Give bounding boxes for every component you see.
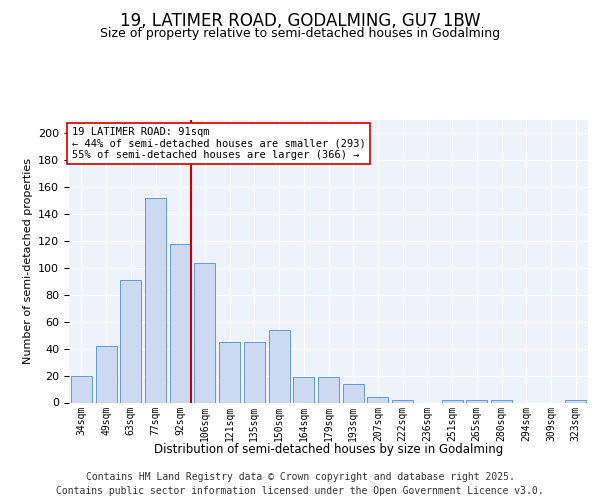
Text: Distribution of semi-detached houses by size in Godalming: Distribution of semi-detached houses by … <box>154 442 503 456</box>
Bar <box>392 400 413 402</box>
Text: 19 LATIMER ROAD: 91sqm
← 44% of semi-detached houses are smaller (293)
55% of se: 19 LATIMER ROAD: 91sqm ← 44% of semi-det… <box>71 127 365 160</box>
Text: Contains HM Land Registry data © Crown copyright and database right 2025.
Contai: Contains HM Land Registry data © Crown c… <box>56 472 544 496</box>
Bar <box>219 342 240 402</box>
Bar <box>442 400 463 402</box>
Bar <box>269 330 290 402</box>
Bar <box>343 384 364 402</box>
Y-axis label: Number of semi-detached properties: Number of semi-detached properties <box>23 158 32 364</box>
Bar <box>120 280 141 402</box>
Bar <box>466 400 487 402</box>
Bar <box>170 244 191 402</box>
Bar <box>565 400 586 402</box>
Bar <box>318 377 339 402</box>
Text: 19, LATIMER ROAD, GODALMING, GU7 1BW: 19, LATIMER ROAD, GODALMING, GU7 1BW <box>119 12 481 30</box>
Bar <box>244 342 265 402</box>
Bar <box>145 198 166 402</box>
Bar <box>367 397 388 402</box>
Bar <box>293 377 314 402</box>
Bar <box>71 376 92 402</box>
Bar <box>194 262 215 402</box>
Bar <box>491 400 512 402</box>
Text: Size of property relative to semi-detached houses in Godalming: Size of property relative to semi-detach… <box>100 28 500 40</box>
Bar <box>95 346 116 403</box>
